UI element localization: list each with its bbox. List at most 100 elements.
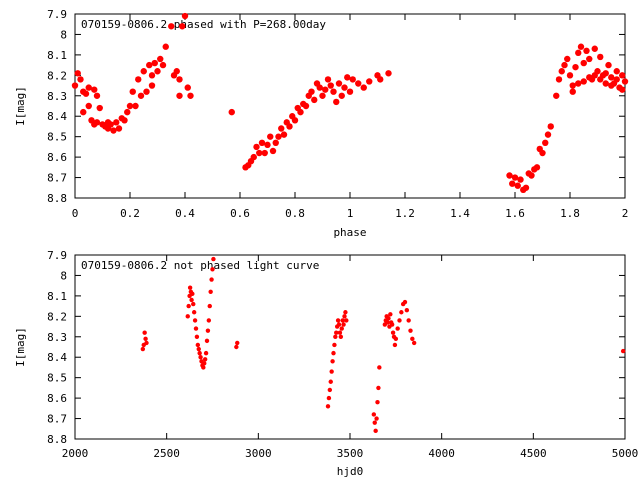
data-point <box>608 74 615 81</box>
data-point <box>385 320 390 325</box>
x-tick-label: 2 <box>622 207 629 220</box>
data-point <box>580 78 587 85</box>
data-point <box>386 316 391 321</box>
chart-title: 070159-0806.2 phased with P=268.00day <box>81 18 326 31</box>
y-tick-label: 8.2 <box>47 69 67 82</box>
data-point <box>620 348 626 354</box>
data-point <box>392 342 398 348</box>
data-point <box>129 88 136 95</box>
data-point <box>586 74 593 81</box>
y-tick-label: 8.7 <box>47 172 67 185</box>
x-axis-label: hjd0 <box>337 465 364 478</box>
data-point <box>176 92 183 99</box>
data-point <box>291 117 299 124</box>
data-point <box>514 182 521 189</box>
data-point <box>402 299 408 305</box>
data-point <box>113 119 120 126</box>
data-point <box>393 336 399 342</box>
data-point <box>198 355 203 360</box>
data-point <box>140 68 147 75</box>
data-point <box>148 72 156 79</box>
data-point <box>250 153 257 161</box>
data-point <box>184 84 191 91</box>
data-point <box>330 88 337 95</box>
data-point <box>591 72 598 79</box>
data-point <box>366 78 373 85</box>
x-tick-label: 0.8 <box>285 207 305 220</box>
data-point <box>572 63 579 71</box>
data-point <box>272 139 279 146</box>
chart-title: 070159-0806.2 not phased light curve <box>81 259 319 272</box>
y-axis-label: I[mag] <box>14 327 27 367</box>
data-point <box>602 70 609 77</box>
data-point <box>189 297 194 303</box>
data-point <box>107 121 114 128</box>
data-point <box>583 47 590 54</box>
data-point <box>186 303 191 309</box>
y-tick-label: 8.5 <box>47 372 67 385</box>
data-point <box>261 149 268 157</box>
data-point <box>144 340 149 346</box>
x-tick-label: 1.2 <box>395 207 415 220</box>
data-point <box>302 102 310 110</box>
data-point <box>608 82 615 89</box>
data-point <box>146 61 153 69</box>
data-point <box>597 53 604 61</box>
data-point <box>528 172 535 179</box>
x-tick-label: 0 <box>72 207 79 220</box>
data-point <box>553 92 560 99</box>
x-tick-label: 1.6 <box>505 207 525 220</box>
data-point <box>342 314 347 319</box>
x-tick-label: 3000 <box>245 447 272 460</box>
data-point <box>344 318 349 323</box>
data-point <box>278 125 285 132</box>
data-point <box>181 12 189 20</box>
data-point <box>561 61 568 69</box>
data-point <box>203 350 209 356</box>
data-point <box>297 108 304 116</box>
data-point <box>74 70 81 77</box>
data-point <box>341 322 346 327</box>
data-point <box>360 84 367 91</box>
x-tick-label: 1.8 <box>560 207 580 220</box>
y-tick-label: 8.3 <box>47 90 67 103</box>
data-point <box>91 86 98 93</box>
data-point <box>566 72 574 79</box>
data-point <box>194 334 200 339</box>
data-point <box>336 322 342 327</box>
data-point <box>135 76 142 83</box>
data-point <box>132 102 139 110</box>
y-tick-label: 8 <box>60 269 67 282</box>
data-point <box>333 98 340 106</box>
data-point <box>533 164 541 171</box>
data-point <box>185 314 190 319</box>
data-point <box>509 180 516 187</box>
data-point <box>93 92 101 99</box>
data-point <box>253 143 260 151</box>
y-tick-label: 8.2 <box>47 310 67 323</box>
data-point <box>286 123 293 130</box>
data-point <box>408 328 413 333</box>
data-point <box>328 379 333 384</box>
x-tick-label: 0.4 <box>175 207 195 220</box>
data-point <box>343 310 348 315</box>
data-point <box>564 55 571 63</box>
data-point <box>522 184 530 191</box>
data-point <box>173 68 180 75</box>
data-point <box>555 76 563 83</box>
data-point <box>187 285 193 290</box>
y-tick-label: 8.4 <box>47 351 67 364</box>
x-tick-label: 1 <box>347 207 354 220</box>
data-point <box>613 76 620 83</box>
data-point <box>140 346 146 352</box>
data-point <box>190 291 195 297</box>
y-tick-label: 7.9 <box>47 249 67 262</box>
data-point <box>196 346 201 352</box>
data-point <box>506 172 513 179</box>
y-tick-label: 8.1 <box>47 49 67 62</box>
data-point <box>193 326 199 331</box>
data-point <box>335 80 343 87</box>
data-point <box>256 149 263 157</box>
data-point <box>211 256 216 262</box>
